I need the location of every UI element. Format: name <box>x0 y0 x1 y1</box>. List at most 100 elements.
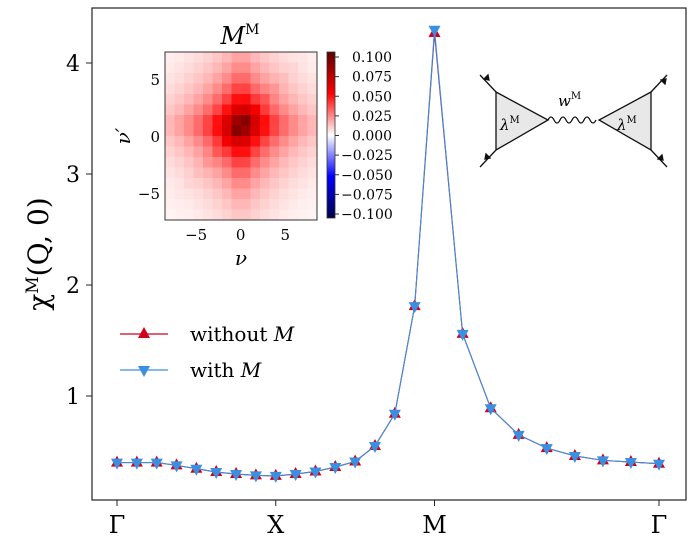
heatmap-cell <box>222 104 232 116</box>
heatmap-cell <box>165 115 175 126</box>
heatmap-cell <box>203 115 213 126</box>
heatmap-cell <box>241 52 251 63</box>
heatmap-cell <box>203 167 213 179</box>
heatmap-cell <box>174 83 185 95</box>
heatmap-cell <box>212 178 223 189</box>
heatmap-cell <box>250 199 261 210</box>
vertex-right <box>597 90 652 152</box>
heatmap-cell <box>212 199 223 210</box>
heatmap-cell <box>184 115 194 126</box>
heatmap-cell <box>165 188 175 200</box>
heatmap-cell <box>279 146 289 158</box>
data-point <box>309 467 322 479</box>
heatmap-cell <box>279 157 289 168</box>
heatmap-cell <box>241 188 251 200</box>
heatmap-cell <box>203 83 213 95</box>
x-tick-label: Γ <box>109 511 126 539</box>
heatmap-cell <box>231 157 242 168</box>
heatmap-cell <box>184 157 194 168</box>
heatmap-cell <box>222 94 232 105</box>
feynman-diagram <box>479 73 668 168</box>
heatmap-cell <box>279 115 289 126</box>
heatmap-cell <box>184 178 194 189</box>
heatmap-cell <box>184 136 194 147</box>
heatmap-cell <box>174 178 185 189</box>
heatmap-cell <box>184 146 194 158</box>
heatmap-cell <box>174 104 185 116</box>
heatmap-cell <box>260 188 270 200</box>
heatmap-cell <box>231 125 242 137</box>
heatmap-cell <box>260 178 270 189</box>
heatmap-cell <box>212 167 223 179</box>
colorbar-tick-label: 0.000 <box>352 129 392 145</box>
heatmap-cell <box>222 62 232 74</box>
heatmap-cell <box>174 209 185 221</box>
heatmap-cell <box>279 178 289 189</box>
data-point <box>653 459 665 471</box>
legend-marker-up <box>138 327 150 338</box>
heatmap-cell <box>222 125 232 137</box>
heatmap-cell <box>298 178 308 189</box>
heatmap-cell <box>193 104 204 116</box>
heatmap-cell <box>269 178 280 189</box>
heatmap-cell <box>184 188 194 200</box>
heatmap-cell <box>184 83 194 95</box>
heatmap-cell <box>250 125 261 137</box>
heatmap-cell <box>174 115 185 126</box>
heatmap-cell <box>288 136 299 147</box>
heatmap-cell <box>165 104 175 116</box>
heatmap-cell <box>279 73 289 84</box>
heatmap-cell <box>269 52 280 63</box>
heatmap-cell <box>260 136 270 147</box>
heatmap-cell <box>307 167 318 179</box>
heatmap-cell <box>307 125 318 137</box>
heatmap-cell <box>222 146 232 158</box>
heatmap-cell <box>222 157 232 168</box>
heatmap-cell <box>165 73 175 84</box>
heatmap-cell <box>260 209 270 221</box>
heatmap-cell <box>269 83 280 95</box>
heatmap-cell <box>174 188 185 200</box>
heatmap-cell <box>241 94 251 105</box>
heatmap-cell <box>260 157 270 168</box>
data-point <box>484 404 497 416</box>
heatmap-cell <box>165 178 175 189</box>
heatmap-cell <box>203 136 213 147</box>
heatmap-cell <box>298 83 308 95</box>
heatmap-cell <box>288 167 299 179</box>
heatmap-cell <box>174 146 185 158</box>
heatmap-cell <box>212 104 223 116</box>
heatmap-cell <box>184 125 194 137</box>
heatmap-cell <box>298 188 308 200</box>
heatmap-cell <box>269 62 280 74</box>
heatmap-cell <box>250 104 261 116</box>
heatmap-cell <box>241 199 251 210</box>
colorbar-tick-label: −0.050 <box>341 168 393 184</box>
heatmap-cell <box>165 125 175 137</box>
data-point <box>388 409 401 421</box>
heatmap-cell <box>184 52 194 63</box>
heatmap-cell <box>241 157 251 168</box>
heatmap-cell <box>260 115 270 126</box>
heatmap-cell <box>260 199 270 210</box>
heatmap-cell <box>231 188 242 200</box>
heatmap-cell <box>307 146 318 158</box>
colorbar-tick-label: 0.100 <box>352 50 392 66</box>
heatmap-cell <box>174 62 185 74</box>
heatmap-cell <box>288 83 299 95</box>
colorbar-tick-label: −0.100 <box>341 207 393 223</box>
heatmap-cell <box>222 83 232 95</box>
heatmap-cell <box>250 157 261 168</box>
heatmap-cell <box>279 125 289 137</box>
heatmap-cell <box>231 52 242 63</box>
heatmap-cell <box>165 83 175 95</box>
heatmap-cell <box>231 199 242 210</box>
heatmap-x-label: ν <box>235 246 247 270</box>
heatmap-cell <box>269 73 280 84</box>
vertex-left <box>495 90 550 152</box>
heatmap-cell <box>174 199 185 210</box>
heatmap-cell <box>212 52 223 63</box>
heatmap-cell <box>298 199 308 210</box>
heatmap-cell <box>250 52 261 63</box>
heatmap-cell <box>203 146 213 158</box>
